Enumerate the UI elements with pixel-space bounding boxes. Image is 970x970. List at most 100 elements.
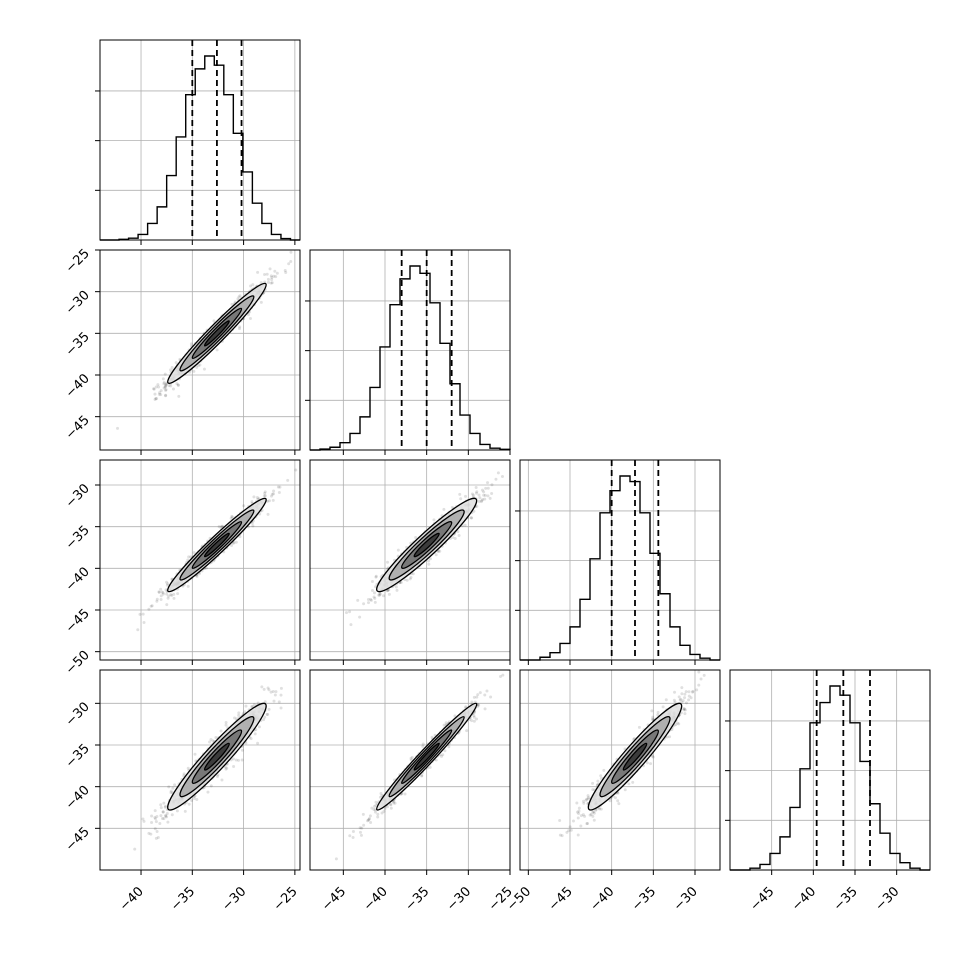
sample-point bbox=[458, 492, 462, 496]
sample-point bbox=[270, 281, 274, 285]
sample-point bbox=[362, 602, 366, 606]
sample-point bbox=[358, 615, 362, 619]
sample-point bbox=[162, 380, 166, 384]
sample-point bbox=[161, 592, 165, 596]
sample-point bbox=[409, 575, 413, 579]
sample-point bbox=[230, 515, 234, 519]
sample-point bbox=[152, 387, 156, 391]
sample-point bbox=[358, 826, 362, 830]
sample-point bbox=[472, 714, 476, 718]
sample-point bbox=[476, 693, 480, 697]
sample-points bbox=[344, 471, 504, 627]
sample-point bbox=[380, 811, 384, 815]
sample-point bbox=[163, 385, 167, 389]
sample-point bbox=[385, 589, 389, 593]
sample-point bbox=[230, 544, 234, 548]
sample-point bbox=[478, 691, 482, 695]
sample-point bbox=[289, 259, 293, 263]
panel-frame bbox=[99, 249, 301, 451]
sample-point bbox=[236, 758, 240, 762]
x-tick-label: −25 bbox=[271, 884, 301, 914]
sample-point bbox=[259, 281, 263, 285]
sample-point bbox=[116, 426, 120, 430]
sample-point bbox=[453, 714, 457, 718]
sample-point bbox=[157, 385, 161, 389]
sample-point bbox=[248, 317, 252, 321]
sample-point bbox=[136, 628, 140, 632]
sample-point bbox=[490, 492, 494, 496]
sample-point bbox=[459, 497, 463, 501]
sample-point bbox=[477, 493, 481, 497]
sample-point bbox=[396, 548, 400, 552]
sample-point bbox=[266, 686, 270, 690]
sample-point bbox=[159, 594, 163, 598]
sample-point bbox=[447, 745, 451, 749]
sample-point bbox=[154, 397, 158, 401]
sample-point bbox=[263, 280, 267, 284]
sample-point bbox=[172, 592, 176, 596]
sample-point bbox=[150, 604, 154, 608]
sample-point bbox=[212, 319, 216, 323]
sample-point bbox=[378, 795, 382, 799]
sample-point bbox=[159, 806, 163, 810]
sample-point bbox=[369, 598, 373, 602]
panel-frame bbox=[99, 459, 301, 661]
sample-point bbox=[348, 610, 352, 614]
sample-point bbox=[441, 753, 445, 757]
sample-point bbox=[389, 806, 393, 810]
sample-point bbox=[494, 477, 498, 481]
sample-point bbox=[377, 593, 381, 597]
sample-point bbox=[366, 819, 370, 823]
sample-point bbox=[465, 729, 469, 733]
sample-point bbox=[141, 817, 145, 821]
sample-point bbox=[162, 817, 166, 821]
sample-point bbox=[219, 729, 223, 733]
sample-point bbox=[265, 713, 269, 717]
sample-point bbox=[242, 504, 246, 508]
sample-point bbox=[432, 518, 436, 522]
sample-point bbox=[450, 505, 454, 509]
sample-point bbox=[173, 783, 177, 787]
sample-point bbox=[474, 486, 478, 490]
sample-point bbox=[214, 736, 218, 740]
sample-point bbox=[631, 780, 635, 784]
sample-point bbox=[475, 504, 479, 508]
sample-point bbox=[427, 562, 431, 566]
sample-point bbox=[243, 710, 247, 714]
sample-point bbox=[216, 773, 220, 777]
sample-point bbox=[443, 749, 447, 753]
sample-point bbox=[392, 801, 396, 805]
sample-point bbox=[442, 723, 446, 727]
sample-point bbox=[474, 717, 478, 721]
sample-point bbox=[477, 703, 481, 707]
sample-point bbox=[263, 273, 267, 277]
sample-point bbox=[256, 270, 260, 274]
sample-point bbox=[420, 774, 424, 778]
sample-point bbox=[294, 468, 298, 472]
sample-point bbox=[501, 673, 505, 677]
sample-point bbox=[155, 599, 159, 603]
sample-point bbox=[267, 499, 271, 503]
sample-point bbox=[164, 388, 168, 392]
sample-point bbox=[488, 496, 492, 500]
sample-point bbox=[395, 588, 399, 592]
sample-point bbox=[165, 603, 169, 607]
scatter-panel-1-0: −25−30−35−40−45 bbox=[63, 246, 301, 455]
sample-point bbox=[237, 711, 241, 715]
sample-point bbox=[153, 398, 157, 402]
sample-point bbox=[560, 834, 564, 838]
sample-point bbox=[271, 690, 275, 694]
sample-point bbox=[277, 491, 281, 495]
sample-point bbox=[138, 612, 142, 616]
sample-point bbox=[251, 283, 255, 287]
sample-point bbox=[287, 262, 291, 266]
sample-point bbox=[438, 549, 442, 553]
sample-point bbox=[283, 268, 287, 272]
sample-point bbox=[164, 388, 168, 392]
sample-point bbox=[166, 820, 170, 824]
sample-point bbox=[252, 495, 256, 499]
sample-point bbox=[165, 583, 169, 587]
sample-point bbox=[393, 801, 397, 805]
sample-point bbox=[380, 794, 384, 798]
sample-point bbox=[253, 732, 257, 736]
